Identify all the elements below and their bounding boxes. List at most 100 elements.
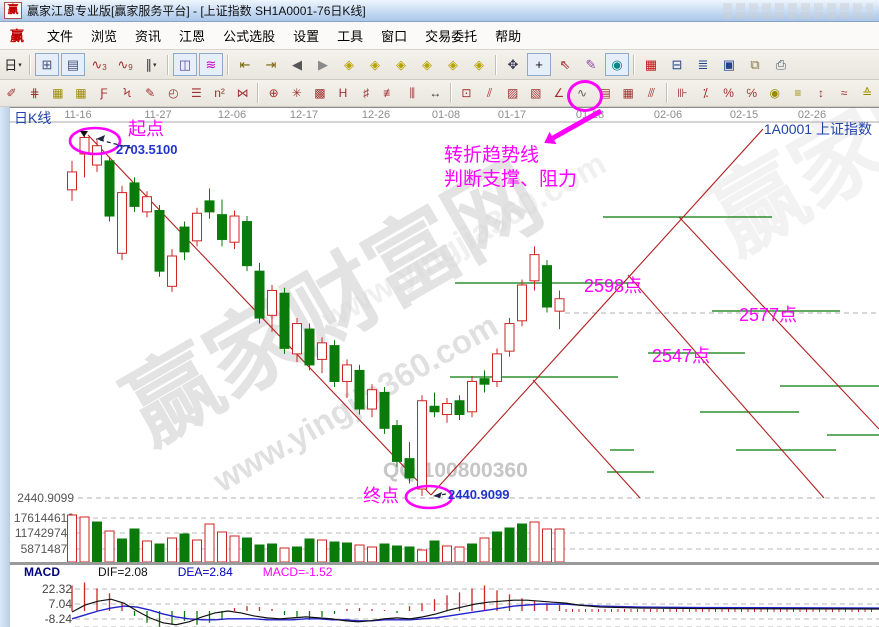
tool-angle-fan-icon[interactable]: ∠ (553, 86, 565, 100)
tool-calendar-icon[interactable]: ▦ (644, 56, 658, 72)
tool-save-icon[interactable]: ▣ (722, 56, 736, 72)
tool-shade-box-icon[interactable]: ▨ (506, 86, 519, 100)
macd-title: MACD (24, 564, 60, 579)
tool-ying-grid-icon[interactable]: ≢ (383, 86, 396, 100)
tool-gann-diamond-6-icon[interactable]: ◈ (474, 56, 484, 72)
tool-small-cycle-9-icon[interactable]: ∿ 9 (117, 56, 133, 73)
tool-scale-chart-icon[interactable]: ⊪ (677, 86, 688, 100)
tool-gann-wheel-icon[interactable]: ◫ (173, 53, 197, 76)
menu-item-江恩[interactable]: 江恩 (179, 28, 206, 44)
svg-text:12-17: 12-17 (290, 109, 318, 121)
tool-parallel-rays-icon[interactable]: ⫻ (647, 85, 655, 100)
menu-item-交易委托[interactable]: 交易委托 (425, 28, 478, 44)
tool-gann-kit-1-icon[interactable]: ▦ (52, 86, 64, 100)
tool-colorful-kline-icon[interactable]: ≋ (199, 53, 223, 76)
toolbar-separator (227, 54, 229, 75)
menu-bar: 赢 文件 浏览 资讯 江恩 公式选股 设置 工具 窗口 交易委托 帮助 (0, 22, 879, 50)
tool-h-mark-icon[interactable]: Η (338, 86, 348, 100)
menu-item-浏览[interactable]: 浏览 (91, 28, 118, 44)
tool-pattern-match-icon[interactable]: ◉ (605, 53, 629, 76)
tool-wave-channel-icon[interactable]: ≈ (840, 86, 848, 100)
tool-fold-angles-icon[interactable]: ⋈ (236, 86, 249, 100)
tool-fan-box-icon[interactable]: ▧ (530, 86, 542, 100)
date-axis: 11-16 11-27 12-06 12-17 12-26 01-08 01-17 01-28… (10, 109, 879, 137)
menu-item-资讯[interactable]: 资讯 (135, 28, 162, 44)
tool-prev-page-icon[interactable]: ◀ (292, 56, 302, 72)
tool-multi-window-icon[interactable]: ⊞ (35, 53, 59, 76)
tool-drag-hand-icon[interactable]: ✥ (507, 56, 519, 72)
menu-item-帮助[interactable]: 帮助 (495, 28, 522, 44)
menu-item-工具[interactable]: 工具 (337, 28, 364, 44)
tool-brush-icon[interactable]: ✐ (6, 86, 17, 100)
tool-gold-average-icon[interactable]: ≡ (794, 86, 802, 100)
svg-text:2440.9099: 2440.9099 (17, 491, 74, 505)
macd-dea-value: DEA=2.84 (177, 564, 233, 579)
tool-f-grid-icon[interactable]: Ƒ (100, 86, 108, 100)
tool-square-target-icon[interactable]: ▩ (314, 86, 326, 100)
tool-n-square-icon[interactable]: n² (214, 86, 225, 100)
svg-text:58714870: 58714870 (21, 542, 75, 556)
tool-big-grid-icon[interactable]: ▦ (622, 86, 634, 100)
tool-small-cycle-3-icon[interactable]: ∿ 3 (91, 56, 107, 73)
tool-first-page-icon[interactable]: ⇤ (239, 56, 251, 72)
tool-gann-diamond-4-icon[interactable]: ◈ (422, 56, 432, 72)
tool-grid-fence-icon[interactable]: ⋕ (29, 86, 40, 100)
left-scrollbar-strip[interactable] (0, 107, 10, 627)
tool-gold-section-icon[interactable]: ≙ (862, 86, 873, 100)
tool-price-arrow-icon[interactable]: ↕ (817, 86, 824, 100)
menu-item-文件[interactable]: 文件 (47, 28, 74, 44)
tool-gann-diamond-2-icon[interactable]: ◈ (370, 56, 380, 72)
tool-gann-diamond-5-icon[interactable]: ◈ (448, 56, 458, 72)
svg-text:02-15: 02-15 (730, 109, 758, 121)
tool-tick-fence-icon[interactable]: ☰ (191, 86, 202, 100)
tool-gann-diamond-1-icon[interactable]: ◈ (344, 56, 354, 72)
tool-ruler-grid-icon[interactable]: ⫼ (409, 85, 416, 100)
tool-candle-style-dropdown-icon[interactable]: ∥ ▾ (145, 56, 157, 72)
tool-shen-grid-icon[interactable]: ♯ (363, 86, 370, 100)
menu-item-窗口[interactable]: 窗口 (381, 28, 408, 44)
svg-text:02-06: 02-06 (654, 109, 682, 121)
tool-gold-circle-icon[interactable]: ◉ (769, 86, 781, 100)
tool-mark-pointer-icon[interactable]: ⇖ (559, 56, 571, 72)
tool-percent-line-icon[interactable]: ⁒ (702, 86, 709, 100)
tool-next-page-icon[interactable]: ▶ (318, 56, 328, 72)
tool-gann-kit-2-icon[interactable]: ▦ (75, 86, 87, 100)
tool-circle-target-icon[interactable]: ⊕ (268, 86, 279, 100)
tool-period-day-dropdown-icon[interactable]: 日 ▾ (4, 58, 22, 73)
tool-h-arrows-icon[interactable]: ↔ (429, 86, 442, 100)
tool-ray-fan-icon[interactable]: ⫽ (486, 85, 493, 100)
svg-text:12-06: 12-06 (218, 109, 246, 121)
tool-calculator-icon[interactable]: ⊟ (671, 56, 683, 72)
tool-screenshot-copy-icon[interactable]: ⧉ (750, 56, 760, 72)
tool-time-cycle-icon[interactable]: ◴ (168, 86, 179, 100)
tool-diary-icon[interactable]: ≣ (697, 56, 709, 72)
tool-star-rays-icon[interactable]: ✳ (291, 86, 302, 100)
tool-percent-under-icon[interactable]: ℅ (746, 86, 757, 100)
tool-print-icon[interactable]: ⎙ (775, 56, 787, 72)
svg-text:1A0001 上证指数: 1A0001 上证指数 (764, 121, 872, 137)
tool-last-page-icon[interactable]: ⇥ (265, 56, 277, 72)
svg-text:01-08: 01-08 (432, 109, 460, 121)
tool-spiral-icon[interactable]: Ϟ (123, 86, 131, 100)
menu-item-公式选股[interactable]: 公式选股 (223, 28, 276, 44)
tool-percent-icon[interactable]: % (723, 86, 734, 100)
tool-info-board-icon[interactable]: ▤ (61, 53, 85, 76)
tool-label-tool-icon[interactable]: ✎ (585, 56, 597, 72)
toolbar-separator (29, 54, 31, 75)
macd-indicator-header[interactable]: MACD DIF=2.08 DEA=2.84 MACD=-1.52 (10, 563, 879, 579)
tool-crosshair-icon[interactable]: + (527, 53, 551, 76)
tool-draw-pen-icon[interactable]: ✎ (145, 86, 156, 100)
tool-turning-trendline-icon[interactable]: ∿ (576, 86, 588, 100)
title-bar[interactable]: 赢 赢家江恩专业版[赢家服务平台] - [上证指数 SH1A0001-76日K线… (0, 0, 879, 22)
tool-gann-diamond-3-icon[interactable]: ◈ (396, 56, 406, 72)
tool-small-grid-icon[interactable]: ▤ (599, 86, 611, 100)
svg-text:22.32: 22.32 (42, 582, 72, 596)
menu-item-设置[interactable]: 设置 (293, 28, 320, 44)
tool-box-corner-icon[interactable]: ⊡ (461, 86, 472, 100)
watermark-layer: 赢家财富网www.yingjia360.comwww.yingjia360.co… (109, 0, 879, 500)
toolbar-separator (449, 83, 452, 103)
macd-layer: 22.327.04-8.24 (42, 582, 879, 627)
